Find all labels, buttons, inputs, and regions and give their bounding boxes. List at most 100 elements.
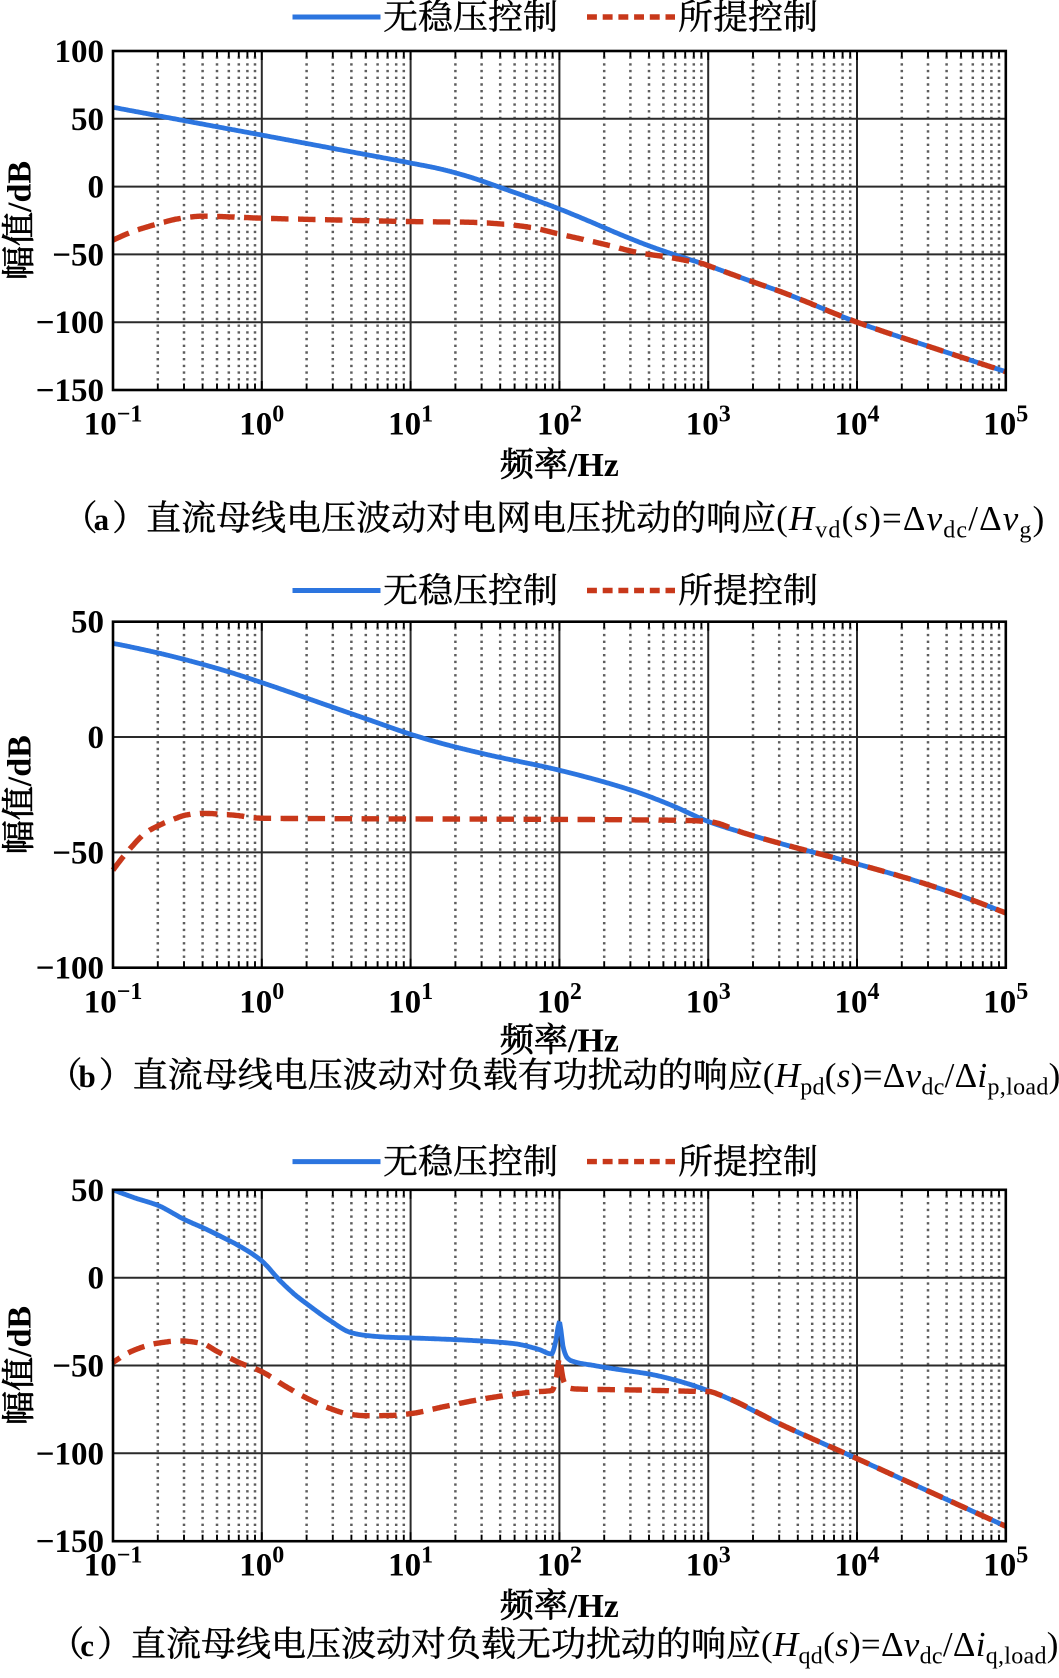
svg-text:0: 0: [272, 402, 284, 428]
svg-text:1: 1: [421, 1542, 433, 1568]
svg-text:(: (: [842, 499, 855, 538]
svg-text:−150: −150: [36, 1524, 104, 1560]
svg-text:(: (: [763, 1056, 775, 1095]
svg-text:/Hz: /Hz: [567, 1023, 619, 1060]
svg-text:(: (: [825, 1056, 837, 1095]
svg-text:v: v: [906, 1056, 922, 1095]
svg-text:0: 0: [272, 979, 284, 1005]
svg-text:/dB: /dB: [2, 161, 39, 213]
svg-text:i: i: [976, 1625, 986, 1664]
svg-text:10: 10: [983, 984, 1016, 1020]
svg-text:10: 10: [239, 407, 272, 443]
svg-text:3: 3: [719, 979, 731, 1005]
svg-text:dc: dc: [921, 1075, 944, 1101]
svg-text:10: 10: [983, 1548, 1016, 1584]
svg-text:): ): [851, 1056, 863, 1095]
svg-text:vd: vd: [815, 518, 841, 544]
svg-text:Δ: Δ: [979, 499, 1003, 538]
svg-text:10: 10: [84, 984, 117, 1020]
svg-text:(: (: [776, 499, 789, 538]
svg-text:−100: −100: [36, 1436, 104, 1472]
svg-text:−50: −50: [52, 1349, 104, 1385]
svg-text:5: 5: [1016, 402, 1028, 428]
svg-text:Δ: Δ: [903, 499, 927, 538]
svg-text:qd: qd: [799, 1644, 824, 1670]
svg-text:v: v: [904, 1625, 920, 1664]
svg-text:2: 2: [570, 1542, 582, 1568]
svg-text:10: 10: [84, 1548, 117, 1584]
svg-text:10: 10: [686, 407, 719, 443]
svg-text:10: 10: [388, 1548, 421, 1584]
svg-text:0: 0: [88, 170, 105, 206]
svg-text:100: 100: [55, 34, 105, 70]
svg-text:10: 10: [686, 1548, 719, 1584]
svg-text:−50: −50: [52, 835, 104, 871]
svg-text:1: 1: [421, 979, 433, 1005]
svg-text:v: v: [1003, 499, 1020, 538]
svg-text:10: 10: [537, 1548, 570, 1584]
svg-text:/: /: [943, 1625, 953, 1664]
svg-text:10: 10: [537, 984, 570, 1020]
svg-text:q,load: q,load: [986, 1644, 1047, 1670]
svg-text:/dB: /dB: [2, 735, 39, 787]
svg-text:s: s: [835, 1625, 849, 1664]
svg-text:−100: −100: [36, 305, 104, 341]
svg-text:): ): [1047, 1625, 1059, 1664]
svg-text:s: s: [855, 499, 870, 538]
svg-text:50: 50: [71, 605, 104, 641]
svg-text:dc: dc: [943, 518, 968, 544]
svg-text:10: 10: [835, 1548, 868, 1584]
svg-text:pd: pd: [800, 1075, 825, 1101]
svg-text:/dB: /dB: [2, 1306, 39, 1358]
svg-text:/: /: [968, 499, 979, 538]
svg-text:0: 0: [272, 1542, 284, 1568]
svg-text:−1: −1: [117, 1542, 143, 1568]
svg-text:0: 0: [88, 1261, 105, 1297]
svg-text:c: c: [80, 1628, 94, 1663]
svg-text:(: (: [823, 1625, 835, 1664]
svg-text:−150: −150: [36, 373, 104, 409]
svg-text:50: 50: [71, 102, 104, 138]
svg-text:10: 10: [84, 407, 117, 443]
svg-text:10: 10: [983, 407, 1016, 443]
svg-text:3: 3: [719, 1542, 731, 1568]
svg-text:50: 50: [71, 1173, 104, 1209]
svg-text:=: =: [861, 1625, 881, 1664]
svg-text:=: =: [863, 1056, 883, 1095]
svg-text:): ): [1033, 499, 1046, 538]
svg-text:−1: −1: [117, 402, 143, 428]
svg-text:10: 10: [388, 984, 421, 1020]
svg-text:−50: −50: [52, 237, 104, 273]
svg-text:10: 10: [239, 984, 272, 1020]
svg-text:H: H: [774, 1056, 802, 1095]
svg-text:10: 10: [239, 1548, 272, 1584]
svg-text:10: 10: [835, 407, 868, 443]
svg-text:10: 10: [388, 407, 421, 443]
svg-text:v: v: [927, 499, 944, 538]
svg-text:4: 4: [868, 979, 880, 1005]
svg-text:s: s: [837, 1056, 851, 1095]
svg-text:3: 3: [719, 402, 731, 428]
svg-text:2: 2: [570, 979, 582, 1005]
svg-text:): ): [849, 1625, 861, 1664]
svg-text:Δ: Δ: [881, 1625, 904, 1664]
svg-text:Δ: Δ: [955, 1056, 978, 1095]
svg-text:0: 0: [88, 720, 105, 756]
svg-text:g: g: [1019, 518, 1032, 544]
svg-text:10: 10: [835, 984, 868, 1020]
svg-text:Δ: Δ: [953, 1625, 976, 1664]
svg-text:1: 1: [421, 402, 433, 428]
svg-text:−100: −100: [36, 951, 104, 987]
svg-text:i: i: [977, 1056, 987, 1095]
svg-text:5: 5: [1016, 1542, 1028, 1568]
svg-text:/: /: [945, 1056, 955, 1095]
svg-text:2: 2: [570, 402, 582, 428]
svg-text:10: 10: [686, 984, 719, 1020]
svg-text:H: H: [772, 1625, 800, 1664]
svg-text:5: 5: [1016, 979, 1028, 1005]
svg-text:H: H: [788, 499, 816, 538]
svg-text:10: 10: [537, 407, 570, 443]
svg-text:−1: −1: [117, 979, 143, 1005]
svg-text:): ): [1049, 1056, 1059, 1095]
svg-text:dc: dc: [920, 1644, 943, 1670]
